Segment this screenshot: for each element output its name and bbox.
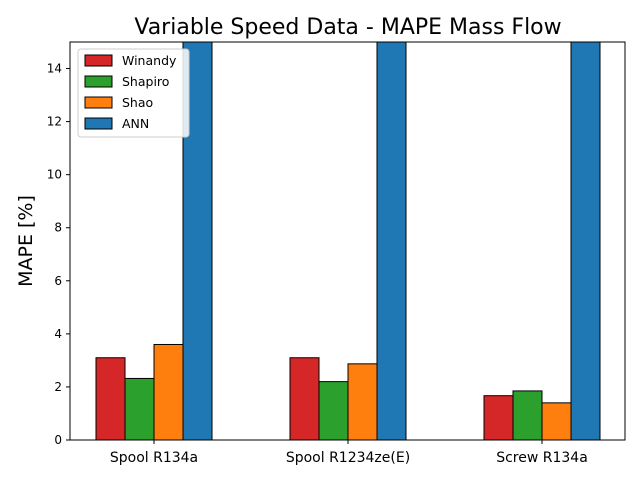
y-tick-label: 6 xyxy=(54,274,62,288)
legend-swatch-winandy xyxy=(84,54,113,67)
legend-label-shapiro: Shapiro xyxy=(122,74,169,89)
bar-ann-2 xyxy=(376,41,407,441)
bar-winandy-3 xyxy=(483,395,514,441)
y-axis-label: MAPE [%] xyxy=(15,195,37,287)
legend-box xyxy=(77,48,190,138)
bar-ann-3 xyxy=(570,41,601,441)
y-tick-label: 10 xyxy=(47,168,62,182)
bars-group xyxy=(95,41,601,441)
x-tick-label: Spool R134a xyxy=(110,450,198,466)
legend-swatch-shapiro xyxy=(84,75,113,88)
y-tick-label: 2 xyxy=(54,380,62,394)
bar-shapiro-2 xyxy=(318,381,349,441)
bar-shapiro-1 xyxy=(124,377,155,441)
legend: Winandy Shapiro Shao ANN xyxy=(77,48,190,138)
chart-title: Variable Speed Data - MAPE Mass Flow xyxy=(134,15,561,40)
y-axis-ticks: 0 2 4 6 8 10 12 14 xyxy=(47,62,70,447)
y-tick-label: 4 xyxy=(54,327,62,341)
legend-swatch-ann xyxy=(84,117,113,130)
x-tick-label: Screw R134a xyxy=(496,450,588,466)
y-tick-label: 8 xyxy=(54,221,62,235)
bar-shao-3 xyxy=(541,402,572,441)
bar-winandy-2 xyxy=(289,357,320,441)
legend-swatch-shao xyxy=(84,96,113,109)
bar-shapiro-3 xyxy=(512,390,543,441)
plot-frame xyxy=(69,41,626,441)
x-tick-label: Spool R1234ze(E) xyxy=(286,450,410,466)
legend-label-winandy: Winandy xyxy=(122,53,177,68)
legend-label-ann: ANN xyxy=(122,116,149,131)
bar-shao-1 xyxy=(153,343,184,441)
legend-label-shao: Shao xyxy=(122,95,153,110)
y-tick-label: 14 xyxy=(47,62,62,76)
y-tick-label: 0 xyxy=(54,433,62,447)
x-axis-ticks: Spool R134a Spool R1234ze(E) Screw R134a xyxy=(110,440,588,466)
y-tick-label: 12 xyxy=(47,115,62,129)
bar-shao-2 xyxy=(347,363,378,441)
bar-winandy-1 xyxy=(95,357,126,441)
